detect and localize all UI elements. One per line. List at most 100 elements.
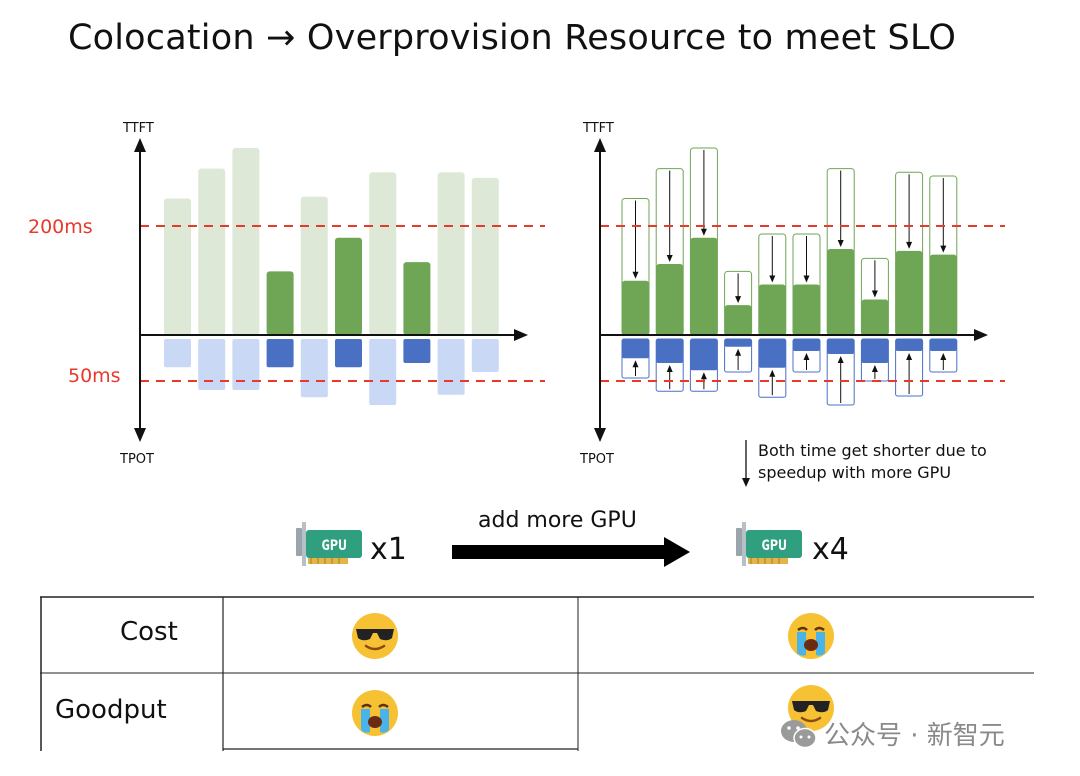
speedup-note: Both time get shorter due to speedup wit… <box>758 440 987 484</box>
shrink-arrowhead <box>906 241 913 249</box>
left-ttft-bar <box>198 168 226 335</box>
right-chart: TTFT TPOT <box>579 121 1005 467</box>
right-ttft-label: TTFT <box>582 121 614 136</box>
note-arrow <box>742 440 750 487</box>
tpot-threshold-label: 50ms <box>68 365 121 387</box>
left-tpot-bar <box>335 339 362 368</box>
right-ttft-bar <box>690 237 718 335</box>
watermark: 公众号 · 新智元 <box>780 715 1005 752</box>
left-ttft-bar <box>164 198 191 335</box>
shrink-arrowhead <box>666 254 673 262</box>
left-tpot-bar <box>437 339 465 395</box>
right-y-arrow-down <box>594 428 606 442</box>
gpu-icon-text: GPU <box>761 538 786 554</box>
right-tpot-bar <box>895 339 923 351</box>
shrink-arrowhead <box>769 369 776 377</box>
shrink-arrowhead <box>632 271 639 279</box>
right-ttft-bar <box>724 305 752 335</box>
shrink-arrowhead <box>735 296 742 304</box>
shrink-arrowhead <box>906 353 913 360</box>
cool-face-icon <box>788 685 834 731</box>
left-ttft-bar <box>403 262 431 335</box>
shrink-arrowhead <box>735 348 742 356</box>
right-ttft-bar <box>793 284 820 335</box>
right-tpot-bar <box>724 339 752 347</box>
right-tpot-label: TPOT <box>579 452 614 467</box>
right-ttft-bar <box>861 299 889 335</box>
left-tpot-bar <box>369 339 397 405</box>
left-tpot-bar <box>232 339 260 390</box>
right-tpot-bar <box>758 339 786 368</box>
right-tpot-bar <box>793 339 820 351</box>
ttft-threshold-label: 200ms <box>28 216 93 238</box>
right-y-arrow-up <box>594 138 606 152</box>
left-ttft-bar <box>266 271 294 335</box>
comparison-table: Cost Goodput <box>40 595 1034 751</box>
left-ttft-label: TTFT <box>122 121 154 136</box>
left-y-arrow-down <box>134 428 146 442</box>
shrink-arrowhead <box>803 353 810 360</box>
row-label-goodput: Goodput <box>55 695 167 725</box>
row-label-cost: Cost <box>120 617 178 647</box>
left-tpot-bar <box>198 339 226 390</box>
add-gpu-label: add more GPU <box>478 508 637 533</box>
right-tpot-bar <box>622 339 649 359</box>
shrink-arrowhead <box>803 275 810 283</box>
left-ttft-bar <box>232 148 260 335</box>
left-ttft-bar <box>471 177 499 335</box>
left-tpot-bar <box>164 339 191 368</box>
right-bars <box>621 147 958 406</box>
shrink-arrowhead <box>940 353 947 360</box>
add-gpu-arrow <box>452 537 690 567</box>
note-line-2: speedup with more GPU <box>758 463 952 482</box>
right-tpot-bar <box>929 339 957 351</box>
shrink-arrowhead <box>871 365 878 372</box>
left-tpot-label: TPOT <box>119 452 154 467</box>
gpu-count-right: x4 <box>812 532 849 567</box>
right-tpot-bar <box>861 339 889 363</box>
left-tpot-bar <box>300 339 328 398</box>
shrink-arrowhead <box>940 245 947 253</box>
right-ttft-bar <box>758 284 786 335</box>
right-ttft-bar <box>656 263 684 335</box>
shrink-arrowhead <box>871 290 878 298</box>
right-ttft-bar <box>622 280 649 335</box>
left-ttft-bar <box>369 172 397 335</box>
right-x-arrow <box>974 329 988 341</box>
shrink-arrowhead <box>700 372 707 380</box>
gpu-card-icon: GPU <box>296 520 364 576</box>
left-chart: TTFT TPOT 200ms 50ms <box>28 121 545 467</box>
note-line-1: Both time get shorter due to <box>758 441 987 460</box>
left-tpot-bar <box>266 339 294 368</box>
left-ttft-bar <box>335 237 362 335</box>
left-x-arrow <box>514 329 528 341</box>
shrink-arrowhead <box>632 360 639 368</box>
page-title: Colocation → Overprovision Resource to m… <box>68 18 957 58</box>
shrink-arrowhead <box>837 356 844 363</box>
shrink-arrowhead <box>769 275 776 283</box>
right-tpot-bar <box>656 339 684 363</box>
shrink-arrowhead <box>700 228 707 236</box>
gpu-card-icon: GPU <box>736 520 804 576</box>
left-tpot-bar <box>403 339 431 363</box>
left-tpot-bar <box>471 339 499 372</box>
right-tpot-bar <box>690 339 718 371</box>
watermark-text: 公众号 · 新智元 <box>824 721 1005 751</box>
left-bars <box>164 148 499 405</box>
shrink-arrowhead <box>837 239 844 247</box>
right-ttft-bar <box>827 248 855 335</box>
right-tpot-bar <box>827 339 855 354</box>
crying-face-icon <box>352 690 398 736</box>
right-ttft-bar <box>895 250 923 335</box>
wechat-icon <box>781 720 817 749</box>
crying-face-icon <box>788 613 834 659</box>
left-ttft-bar <box>437 172 465 335</box>
left-ttft-bar <box>300 196 328 335</box>
gpu-icon-text: GPU <box>321 538 346 554</box>
shrink-arrowhead <box>666 365 673 372</box>
right-ttft-bar <box>929 254 957 335</box>
left-y-arrow-up <box>134 138 146 152</box>
gpu-count-left: x1 <box>370 532 407 567</box>
cool-face-icon <box>352 613 398 659</box>
